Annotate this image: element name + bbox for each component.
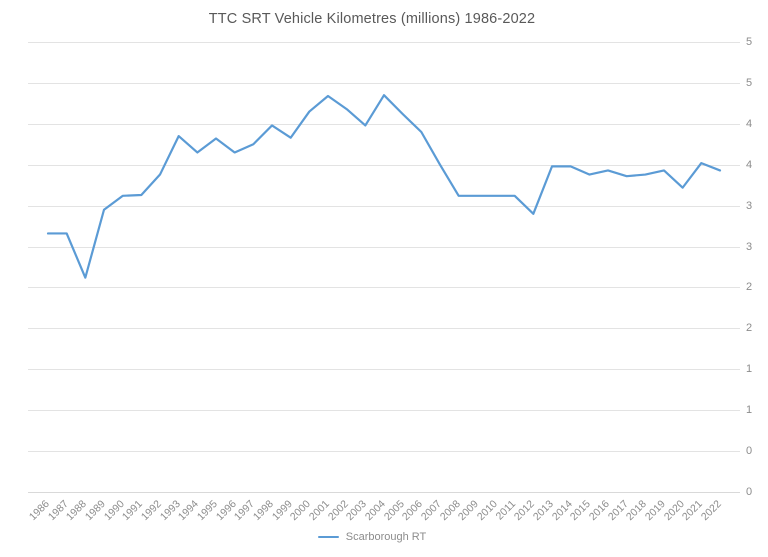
gridline [28, 451, 740, 453]
gridline [28, 369, 740, 371]
gridline [28, 410, 740, 412]
gridline [28, 205, 740, 207]
x-axis-tick-label: 2011 [493, 498, 518, 523]
gridline [28, 287, 740, 289]
y-axis-tick-label: 2 [746, 281, 753, 294]
x-axis-tick-label: 2022 [698, 498, 724, 524]
legend-line-swatch-icon [317, 535, 339, 539]
chart-legend: Scarborough RT [0, 531, 744, 543]
plot-area [28, 42, 740, 493]
y-axis-tick-label: 0 [746, 445, 753, 458]
y-axis-tick-label: 3 [746, 199, 753, 212]
y-axis-tick-label: 4 [746, 117, 753, 130]
gridline [28, 492, 740, 493]
y-axis-tick-label: 1 [746, 404, 753, 417]
y-axis-tick-label: 5 [746, 76, 753, 89]
y-axis-tick-label: 0 [746, 486, 753, 498]
series-plot [46, 94, 722, 279]
y-axis-tick-label: 5 [746, 36, 753, 48]
gridline [28, 123, 740, 125]
chart-title: TTC SRT Vehicle Kilometres (millions) 19… [208, 11, 536, 27]
y-axis-tick-label: 1 [746, 363, 753, 376]
gridline [28, 164, 740, 166]
y-axis-labels: 5 5 4 4 3 3 2 2 1 1 0 0 [746, 36, 768, 498]
y-axis-tick-label: 3 [746, 240, 753, 253]
y-axis-tick-label: 4 [746, 158, 753, 171]
y-axis-tick-label: 2 [746, 322, 753, 335]
gridline [28, 246, 740, 248]
series-line-scarborough-rt [46, 94, 722, 279]
gridline [28, 328, 740, 330]
gridline [28, 82, 740, 84]
gridline [28, 42, 740, 43]
legend-label-scarborough-rt: Scarborough RT [345, 531, 427, 543]
